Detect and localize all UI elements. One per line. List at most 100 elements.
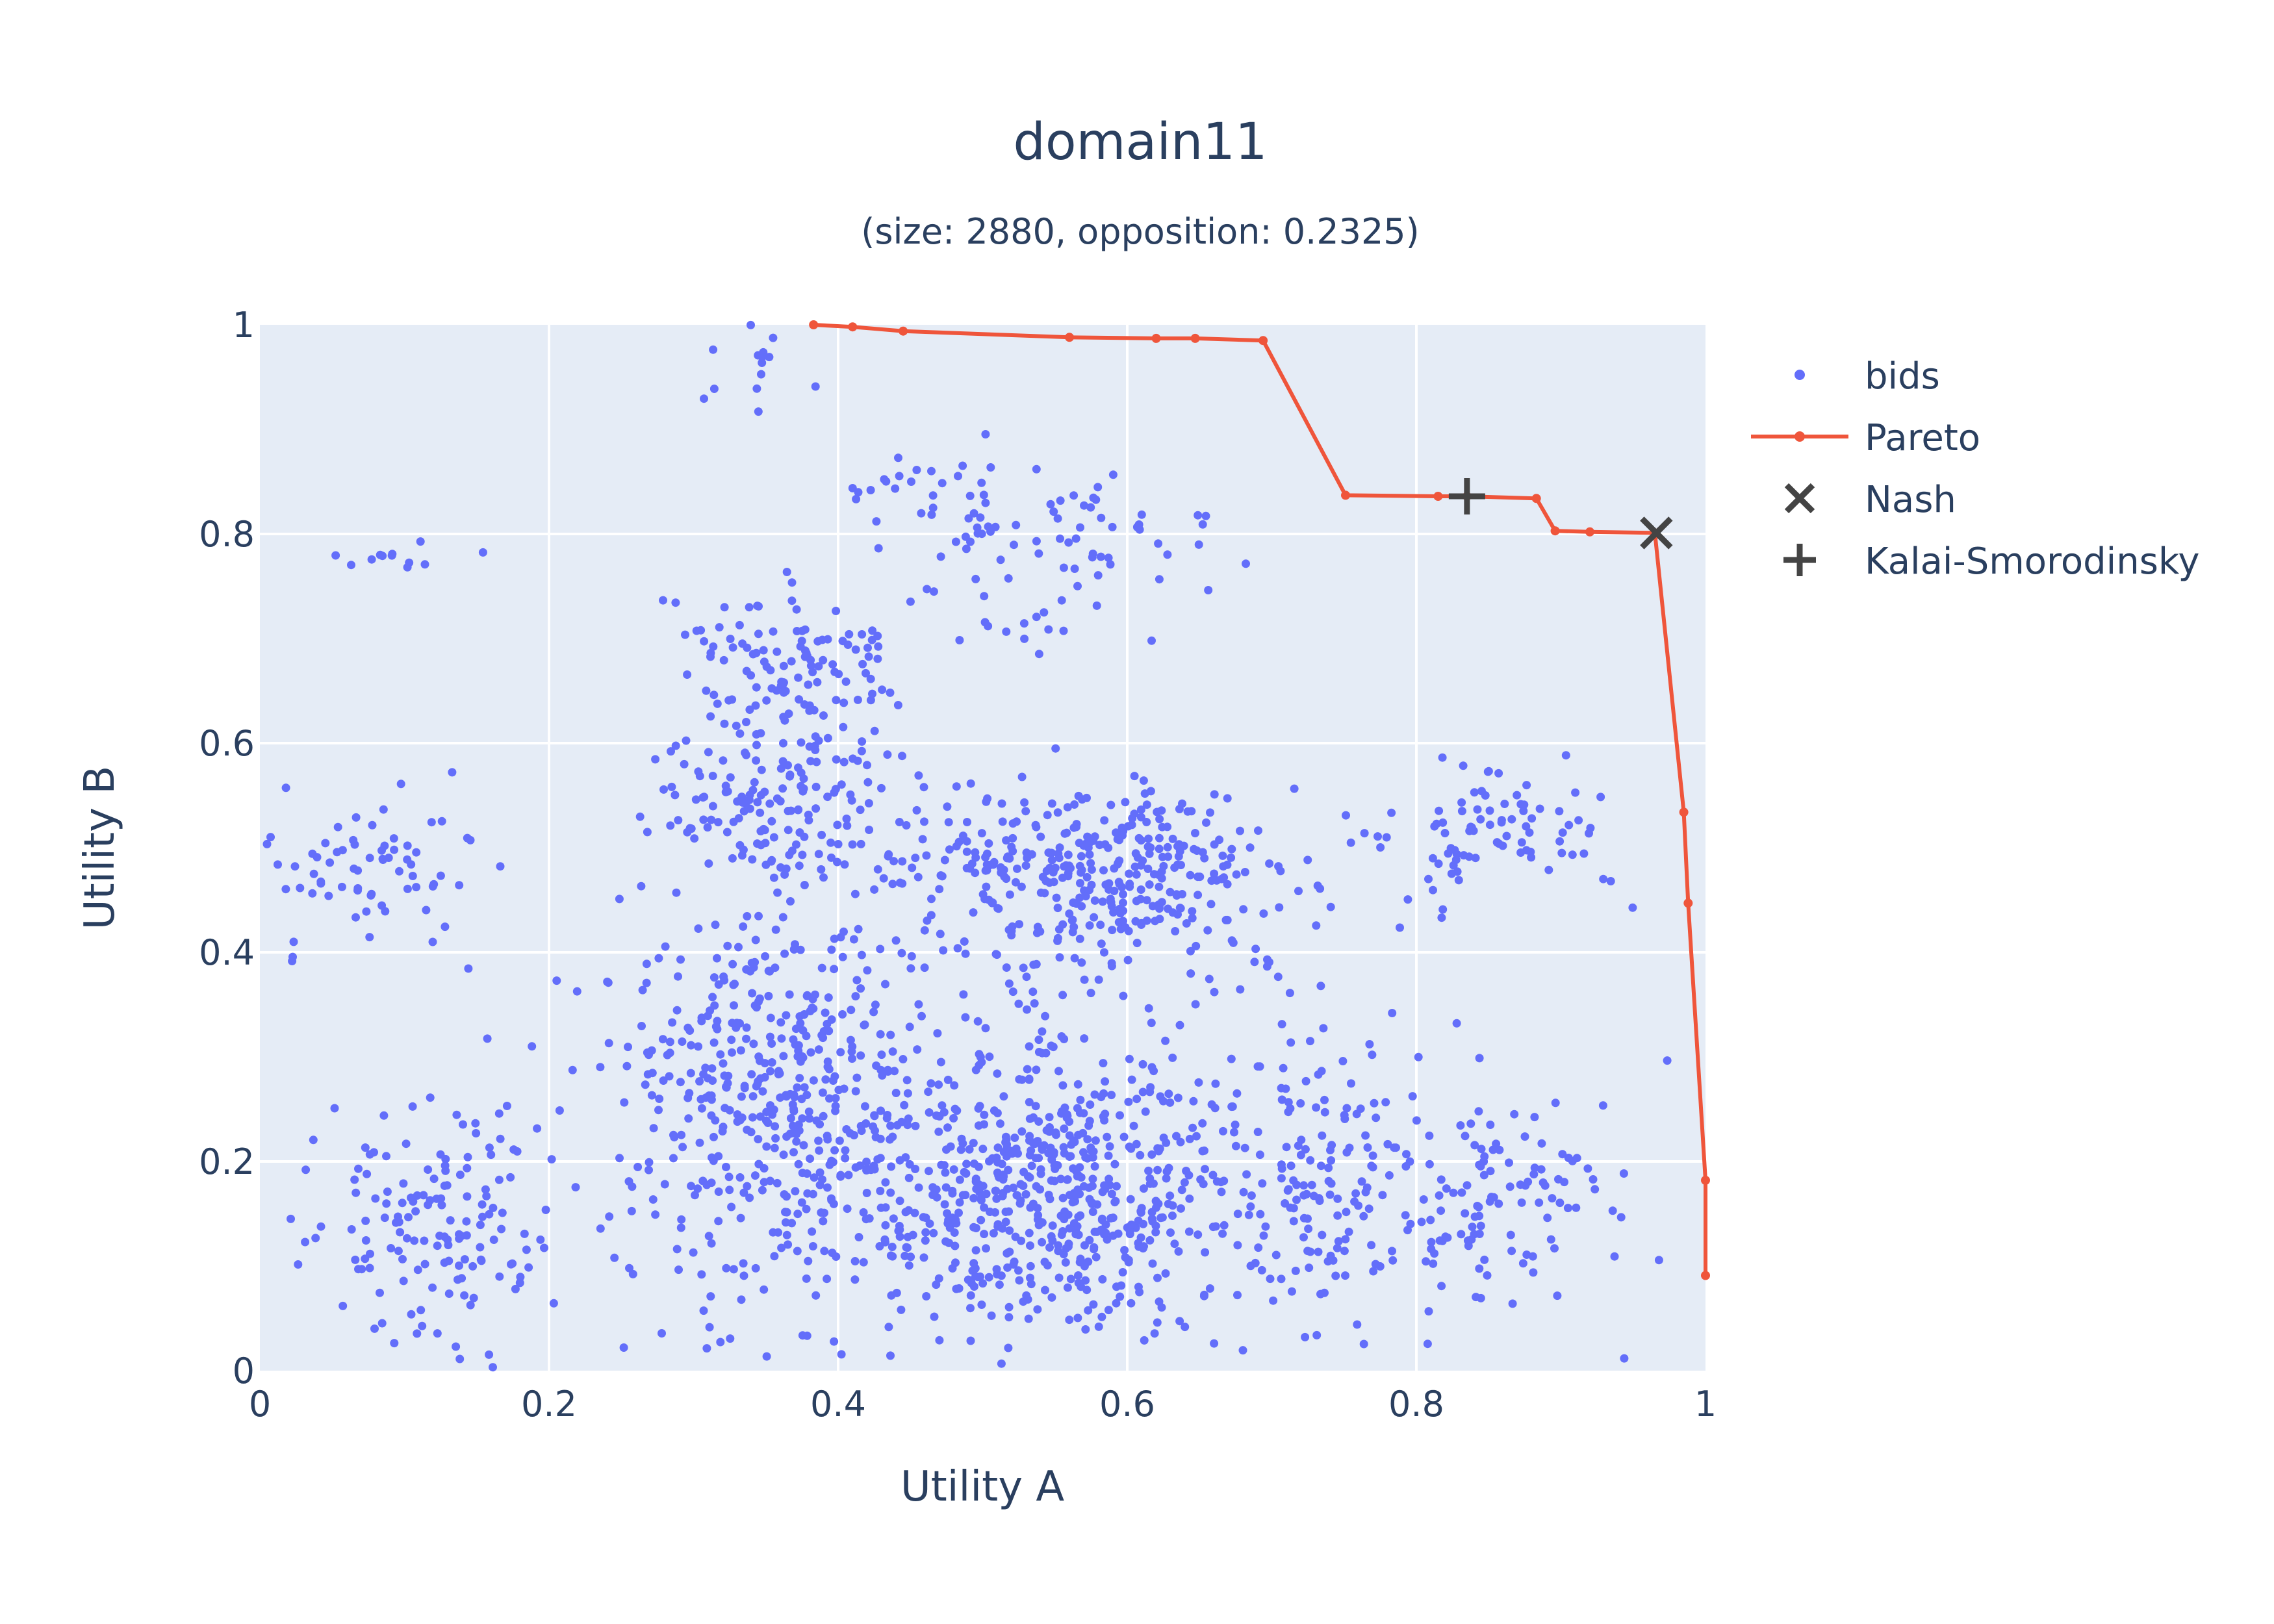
bid-point bbox=[771, 1122, 780, 1131]
bid-point bbox=[963, 818, 971, 826]
bid-point bbox=[711, 920, 720, 930]
bid-point bbox=[1136, 894, 1145, 904]
bid-point bbox=[1145, 1087, 1155, 1097]
bid-point bbox=[1198, 1119, 1207, 1128]
bid-point bbox=[671, 791, 680, 800]
bid-point bbox=[651, 755, 660, 764]
bid-point bbox=[1188, 1123, 1197, 1132]
legend-item-bids[interactable]: bids bbox=[1795, 355, 1940, 398]
bid-point bbox=[1032, 537, 1041, 546]
bid-point bbox=[769, 333, 778, 342]
bid-point bbox=[754, 1160, 763, 1169]
bid-point bbox=[1188, 907, 1197, 916]
bid-point bbox=[1147, 1208, 1156, 1217]
bid-point bbox=[786, 897, 795, 906]
bid-point bbox=[1529, 1268, 1538, 1277]
bid-point bbox=[441, 922, 450, 932]
bid-point bbox=[1051, 863, 1060, 872]
bid-point bbox=[827, 853, 836, 862]
bid-point bbox=[760, 787, 769, 796]
bid-point bbox=[1500, 800, 1509, 808]
bid-point bbox=[1238, 1346, 1247, 1355]
bid-point bbox=[749, 1039, 758, 1048]
bid-point bbox=[732, 721, 741, 730]
bid-point bbox=[817, 830, 826, 839]
bid-point bbox=[1086, 1100, 1095, 1109]
bid-point bbox=[848, 1054, 856, 1063]
bid-point bbox=[959, 990, 968, 999]
bid-point bbox=[1277, 1095, 1286, 1104]
bid-point bbox=[902, 1076, 912, 1085]
bid-point bbox=[1301, 1332, 1310, 1341]
bid-point bbox=[1073, 1313, 1082, 1323]
bid-point bbox=[761, 952, 770, 961]
bid-point bbox=[1353, 1320, 1362, 1329]
bid-point bbox=[624, 1177, 633, 1186]
bid-point bbox=[528, 1042, 537, 1051]
bid-point bbox=[742, 750, 750, 759]
bid-point bbox=[496, 1134, 505, 1143]
bid-point bbox=[1059, 626, 1068, 635]
bid-point bbox=[1139, 776, 1148, 785]
bid-point bbox=[1077, 958, 1086, 967]
bid-point bbox=[957, 1134, 966, 1143]
bid-point bbox=[1038, 1237, 1047, 1247]
bid-point bbox=[827, 945, 836, 954]
bid-point bbox=[971, 574, 980, 583]
bid-point bbox=[396, 1228, 405, 1237]
bid-point bbox=[1408, 1092, 1417, 1101]
bid-point bbox=[1251, 945, 1260, 954]
bid-point bbox=[516, 1273, 525, 1282]
bid-point bbox=[839, 698, 849, 707]
bid-point bbox=[1206, 808, 1214, 817]
bid-point bbox=[1507, 1247, 1516, 1256]
bid-point bbox=[424, 1200, 433, 1210]
legend[interactable]: bids Pareto Nash Kalai-Smorodinsky bbox=[1751, 355, 2199, 583]
bid-point bbox=[1008, 819, 1017, 828]
bid-point bbox=[754, 911, 763, 920]
bid-point bbox=[1005, 890, 1014, 899]
bid-point bbox=[1045, 1195, 1054, 1204]
bid-point bbox=[1438, 905, 1448, 914]
bid-point bbox=[1277, 1275, 1286, 1284]
bid-point bbox=[1369, 1267, 1378, 1276]
bid-point bbox=[1046, 1143, 1055, 1152]
bid-point bbox=[793, 1210, 802, 1219]
legend-item-pareto[interactable]: Pareto bbox=[1751, 417, 1980, 459]
bid-point bbox=[1072, 820, 1081, 829]
bid-point bbox=[721, 787, 730, 796]
bid-point bbox=[800, 1010, 809, 1019]
bid-point bbox=[993, 1168, 1002, 1177]
bid-point bbox=[1259, 1231, 1268, 1240]
bid-point bbox=[1425, 1160, 1434, 1169]
bid-point bbox=[1424, 1307, 1433, 1316]
bid-point bbox=[1008, 833, 1017, 843]
bid-point bbox=[830, 788, 839, 797]
bid-point bbox=[1055, 953, 1064, 962]
bid-point bbox=[1054, 1273, 1064, 1282]
bid-point bbox=[1038, 1145, 1047, 1154]
legend-item-kalai-smorodinsky[interactable]: Kalai-Smorodinsky bbox=[1783, 540, 2199, 583]
bid-point bbox=[672, 1245, 682, 1254]
bid-point bbox=[1116, 1292, 1125, 1301]
bid-point bbox=[661, 942, 670, 951]
bid-point bbox=[934, 1080, 943, 1089]
bid-point bbox=[1323, 1257, 1333, 1266]
bid-point bbox=[1157, 1303, 1166, 1312]
bid-point bbox=[794, 805, 803, 814]
bid-point bbox=[707, 1239, 716, 1248]
bid-point bbox=[1350, 1197, 1359, 1206]
bid-point bbox=[1107, 1091, 1116, 1100]
bid-point bbox=[1116, 1111, 1124, 1120]
bid-point bbox=[1049, 1043, 1058, 1052]
bid-point bbox=[825, 1160, 834, 1169]
bid-point bbox=[1052, 893, 1061, 902]
bid-point bbox=[1340, 1111, 1349, 1120]
bid-point bbox=[1497, 818, 1506, 827]
legend-item-nash[interactable]: Nash bbox=[1784, 479, 1956, 521]
bid-point bbox=[699, 1306, 708, 1315]
bid-point bbox=[720, 976, 729, 985]
bid-point bbox=[1210, 790, 1219, 799]
bid-point bbox=[1583, 1164, 1592, 1173]
bid-point bbox=[1598, 1101, 1607, 1110]
